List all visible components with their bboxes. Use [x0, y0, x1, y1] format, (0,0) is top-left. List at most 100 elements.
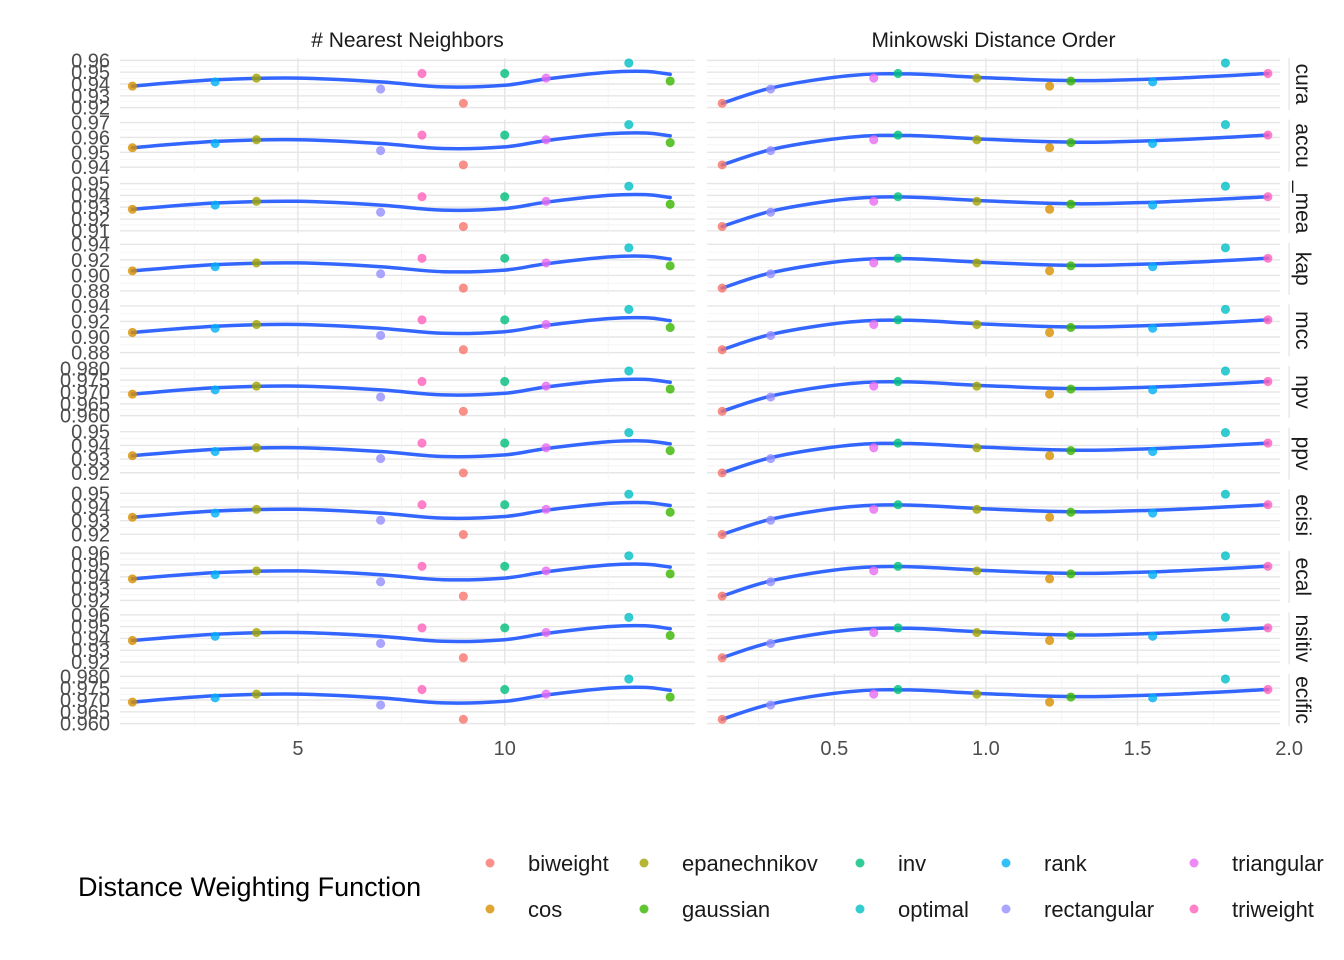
point-rectangular: [376, 330, 386, 341]
point-epanechnikov: [972, 381, 982, 391]
point-rank: [210, 385, 220, 395]
legend-label: rank: [1044, 851, 1088, 876]
point-inv: [500, 500, 510, 510]
point-gaussian: [1066, 138, 1076, 148]
point-optimal: [624, 674, 634, 684]
point-optimal: [1220, 366, 1231, 376]
point-optimal: [624, 551, 634, 561]
x-tick-label: 1.5: [1124, 738, 1152, 760]
y-tick-label: 0.93: [71, 86, 110, 108]
point-triangular: [541, 258, 551, 268]
legend-key-epanechnikov: [639, 858, 649, 868]
point-triangular: [541, 73, 551, 83]
y-tick-label: 0.94: [71, 567, 110, 589]
point-triweight: [417, 253, 427, 263]
legend-label: epanechnikov: [682, 851, 818, 876]
y-tick-label: 0.970: [60, 690, 110, 712]
point-rank: [210, 262, 220, 272]
point-triweight: [417, 438, 427, 448]
panel-cura-k: [120, 58, 695, 110]
point-triangular: [541, 689, 551, 699]
y-tick-label: 0.965: [60, 702, 110, 724]
point-gaussian: [665, 384, 675, 394]
point-triangular: [869, 443, 879, 453]
x-tick-label: 10: [494, 738, 516, 760]
point-epanechnikov: [972, 319, 982, 330]
y-tick-label: 0.94: [71, 497, 110, 519]
y-tick-label: 0.960: [60, 714, 110, 736]
point-rank: [1148, 200, 1158, 210]
strip-right-4: mcc: [1291, 311, 1314, 350]
point-rectangular: [376, 392, 386, 402]
point-triangular: [541, 196, 551, 206]
point-inv: [893, 684, 903, 695]
point-optimal: [624, 427, 634, 438]
point-rectangular: [766, 330, 776, 341]
point-inv: [893, 130, 903, 140]
point-epanechnikov: [251, 627, 262, 638]
point-epanechnikov: [251, 135, 262, 145]
point-rank: [210, 693, 220, 703]
facet-row-label: kap: [1291, 252, 1314, 286]
point-optimal: [1220, 120, 1231, 130]
facet-row-label: ecal: [1291, 558, 1314, 597]
point-optimal: [1220, 612, 1231, 623]
point-triangular: [869, 196, 879, 206]
point-optimal: [624, 181, 634, 191]
point-triweight: [417, 500, 427, 510]
point-triangular: [541, 443, 551, 453]
point-optimal: [1220, 304, 1231, 314]
point-gaussian: [1066, 199, 1076, 209]
legend-key-gaussian: [639, 904, 649, 914]
point-inv: [893, 500, 903, 510]
point-rank: [1148, 262, 1158, 272]
point-biweight: [458, 98, 468, 108]
point-cos: [127, 204, 138, 214]
point-cos: [127, 266, 138, 276]
legend-label: gaussian: [682, 897, 770, 922]
y-tick-label: 0.93: [71, 449, 110, 471]
panel-accu-k: [120, 119, 695, 172]
x-tick-label: 2.0: [1275, 738, 1303, 760]
smooth-line: [130, 315, 672, 336]
point-optimal: [624, 366, 634, 376]
point-triangular: [869, 319, 879, 330]
point-triweight: [417, 315, 427, 325]
point-triweight: [417, 376, 427, 387]
point-biweight: [717, 529, 727, 540]
point-inv: [893, 68, 903, 79]
point-triweight: [417, 684, 427, 695]
y-tick-label: 0.88: [71, 281, 110, 303]
y-tick-label: 0.97: [71, 113, 110, 135]
y-tick-label: 0.92: [71, 590, 110, 612]
y-tick-label: 0.970: [60, 382, 110, 404]
point-gaussian: [1066, 261, 1076, 271]
point-optimal: [1220, 58, 1231, 68]
point-optimal: [624, 612, 634, 623]
point-triweight: [1263, 623, 1273, 633]
point-triangular: [869, 627, 879, 638]
point-gaussian: [665, 261, 675, 271]
point-rank: [210, 446, 220, 457]
facet-row-label: ecisi: [1291, 494, 1314, 536]
y-tick-label: 0.90: [71, 327, 110, 349]
y-tick-label: 0.92: [71, 652, 110, 674]
y-tick-label: 0.92: [71, 524, 110, 546]
point-triangular: [541, 566, 551, 576]
point-optimal: [624, 243, 634, 253]
point-triangular: [541, 381, 551, 391]
y-tick-label: 0.975: [60, 678, 110, 700]
facet-column-label: # Nearest Neighbors: [311, 29, 504, 52]
point-inv: [500, 684, 510, 695]
point-rectangular: [766, 84, 776, 94]
point-epanechnikov: [251, 504, 262, 514]
smooth-line: [720, 441, 1270, 475]
point-epanechnikov: [251, 258, 262, 268]
panel-_mea-p: [707, 181, 1290, 234]
smooth-line: [130, 131, 672, 151]
point-rectangular: [766, 638, 776, 649]
panel-ppv-p: [707, 427, 1290, 480]
point-optimal: [1220, 674, 1231, 684]
y-tick-label: 0.94: [71, 234, 110, 256]
point-biweight: [458, 283, 468, 293]
